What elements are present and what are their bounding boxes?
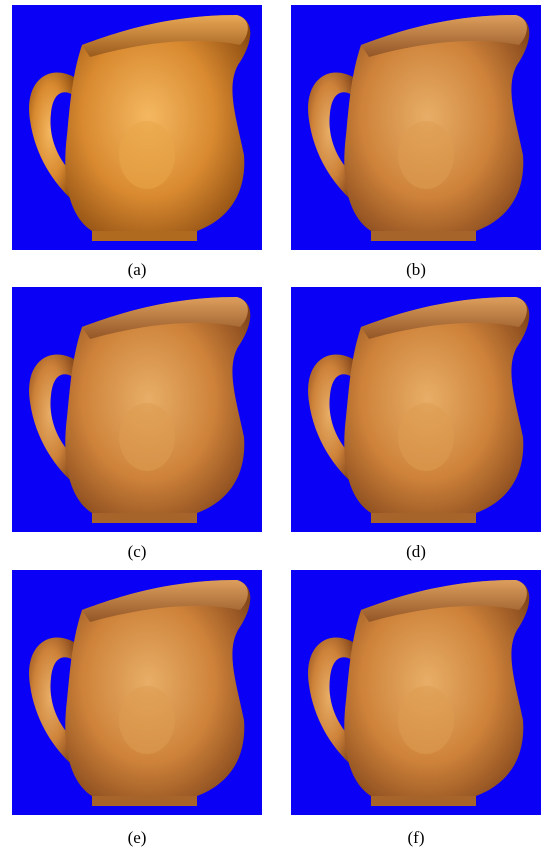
panel-caption: (c) [128,542,147,561]
panel-caption: (e) [128,828,147,847]
panel-caption: (a) [128,260,147,279]
panel-caption: (f) [408,828,425,847]
page: (a)(b)(c)(d)(e)(f) (() => { const data =… [0,0,547,860]
figure: (a) (b) (c) (d) (e) (f) [0,0,547,860]
panel-caption: (d) [406,542,426,561]
panel [12,287,262,532]
panel [12,570,262,815]
panel [291,5,541,250]
panel [291,287,541,532]
panel [12,5,262,250]
panel [291,570,541,815]
panel-caption: (b) [406,260,426,279]
